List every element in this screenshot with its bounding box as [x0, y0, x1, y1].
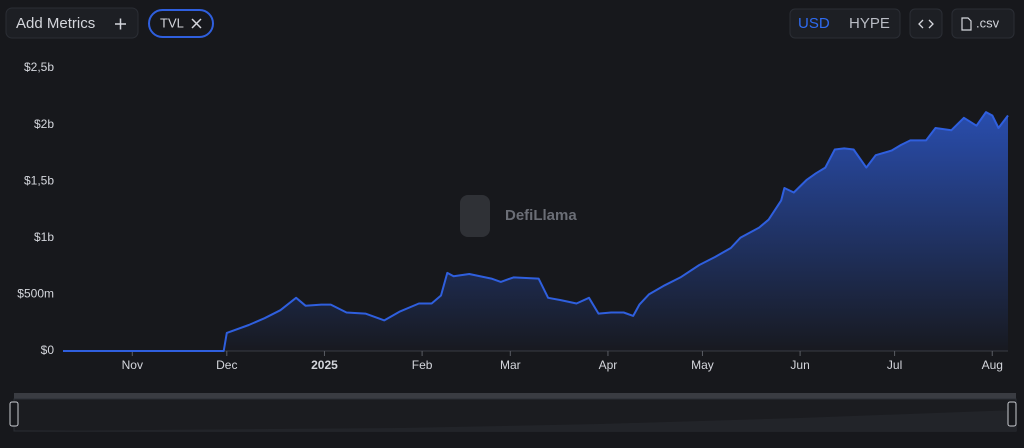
add-metrics-label: Add Metrics	[16, 15, 95, 32]
csv-label: .csv	[976, 15, 1000, 30]
csv-button[interactable]	[951, 8, 1015, 39]
y-tick-label: $1,5b	[24, 173, 54, 187]
currency-toggle	[789, 8, 901, 39]
slider-preview	[14, 410, 1016, 431]
y-tick-label: $500m	[17, 287, 54, 301]
close-icon[interactable]	[191, 18, 202, 29]
slider-handle[interactable]	[1007, 401, 1017, 427]
metric-pill[interactable]	[148, 9, 214, 38]
currency-option[interactable]: HYPE	[849, 15, 890, 32]
file-icon	[961, 17, 972, 31]
x-tick-label: Mar	[500, 358, 521, 372]
x-tick-label: Jul	[887, 358, 902, 372]
plus-icon	[115, 18, 126, 30]
currency-option[interactable]: USD	[798, 15, 830, 32]
line	[63, 111, 1009, 352]
add-metrics-button[interactable]	[5, 7, 139, 39]
x-tick-label: Nov	[122, 358, 143, 372]
x-tick-label: Dec	[216, 358, 237, 372]
y-tick-label: $0	[41, 343, 55, 357]
y-tick-label: $2,5b	[24, 60, 54, 74]
metric-pill-label: TVL	[160, 15, 184, 30]
watermark: DefiLlama	[505, 207, 577, 224]
slider-track[interactable]	[14, 393, 1016, 399]
y-tick-label: $2b	[34, 117, 54, 131]
x-tick-label: Jun	[790, 358, 809, 372]
x-tick-label: 2025	[311, 358, 338, 372]
code-icon	[918, 19, 934, 29]
x-tick-label: May	[691, 358, 714, 372]
x-tick-label: Feb	[412, 358, 433, 372]
embed-button[interactable]	[909, 8, 943, 39]
x-tick-label: Aug	[982, 358, 1003, 372]
watermark-logo	[460, 195, 490, 237]
x-tick-label: Apr	[599, 358, 618, 372]
y-tick-label: $1b	[34, 230, 54, 244]
slider-handle[interactable]	[9, 401, 19, 427]
area	[63, 112, 1008, 351]
